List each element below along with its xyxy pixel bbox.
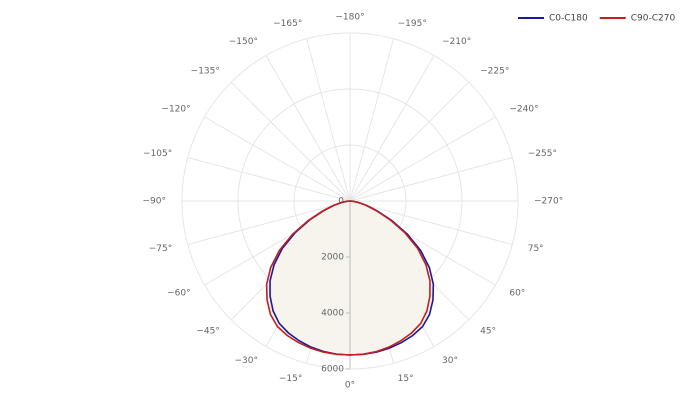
angular-tick-label: 60° (509, 289, 525, 299)
angular-tick-label: −270° (534, 197, 563, 207)
angular-tick-label: 45° (480, 327, 496, 337)
grid-spoke (349, 157, 513, 202)
radial-tick-label: 4000 (321, 309, 344, 319)
angular-tick-label: −165° (273, 19, 302, 29)
angular-tick-label: −180° (335, 13, 364, 23)
legend-label: C0-C180 (549, 14, 588, 24)
grid-spoke (349, 38, 394, 202)
angular-tick-label: −195° (398, 19, 427, 29)
grid-spoke (230, 81, 351, 202)
grid-spoke (187, 157, 351, 202)
angular-tick-label: −255° (528, 149, 557, 159)
radial-tick-label: 6000 (321, 365, 344, 375)
angular-tick-label: −60° (167, 289, 191, 299)
angular-tick-label: −150° (229, 37, 258, 47)
grid-spoke (306, 38, 351, 202)
angular-tick-label: −225° (480, 66, 509, 76)
area-fill (266, 201, 430, 355)
radial-tick-label: 2000 (321, 253, 344, 263)
angular-tick-label: −240° (509, 105, 538, 115)
angular-tick-label: −105° (143, 149, 172, 159)
grid-spoke (204, 116, 351, 202)
series-line (265, 200, 431, 356)
legend-label: C90-C270 (631, 14, 676, 24)
grid-spoke (349, 81, 470, 202)
angular-tick-label: −135° (191, 66, 220, 76)
angular-tick-label: −90° (143, 197, 167, 207)
angular-tick-label: 75° (528, 244, 544, 254)
angular-tick-label: −45° (196, 327, 220, 337)
grid-spoke (349, 116, 496, 202)
angular-tick-label: 30° (442, 356, 458, 366)
grid-spoke (187, 200, 351, 245)
angular-tick-label: −30° (235, 356, 259, 366)
grid-spoke (349, 55, 435, 202)
radial-tick-label: 0 (338, 197, 344, 207)
angular-tick-label: 15° (398, 374, 414, 384)
angular-tick-label: −210° (442, 37, 471, 47)
angular-tick-label: −15° (279, 374, 303, 384)
grid-spoke (265, 55, 351, 202)
angular-tick-label: −75° (149, 244, 173, 254)
angular-tick-label: −120° (161, 105, 190, 115)
angular-tick-label: 0° (345, 381, 355, 391)
grid-spoke (349, 200, 513, 245)
